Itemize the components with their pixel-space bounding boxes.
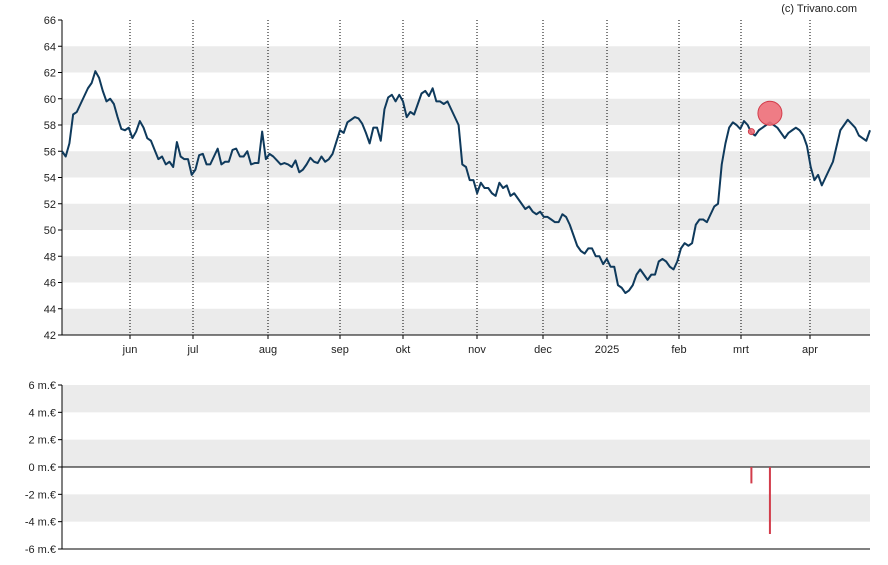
price-y-tick-label: 62 bbox=[44, 68, 56, 80]
volume-y-tick-label: -2 m.€ bbox=[25, 489, 56, 501]
price-y-tick-label: 48 bbox=[44, 251, 56, 263]
volume-y-tick-label: 6 m.€ bbox=[28, 380, 56, 392]
volume-grid-band bbox=[62, 385, 870, 413]
insider-volume-panel: 6 m.€ 4 m.€ 2 m.€ 0 m.€ -2 m.€ -4 m.€ -6 m.€ bbox=[25, 380, 870, 556]
volume-y-tick-label: 0 m.€ bbox=[28, 462, 56, 474]
price-grid-band bbox=[62, 308, 870, 335]
price-x-tick-label: jul bbox=[186, 344, 198, 356]
price-chart-panel: 66 64 62 60 58 56 54 52 50 48 46 44 42 jun jul aug sep ok… bbox=[44, 15, 871, 356]
insider-trade-marker bbox=[747, 128, 755, 136]
price-x-tick-label: mrt bbox=[733, 344, 749, 356]
price-y-tick-label: 56 bbox=[44, 146, 56, 158]
price-x-tick-label: dec bbox=[534, 344, 552, 356]
price-line bbox=[61, 70, 871, 294]
credit-text: (c) Trivano.com bbox=[781, 3, 857, 15]
volume-grid-band bbox=[62, 494, 870, 522]
price-y-tick-label: 46 bbox=[44, 278, 56, 290]
price-x-tick-label: apr bbox=[802, 344, 818, 356]
volume-y-tick-label: -4 m.€ bbox=[25, 517, 56, 529]
price-y-tick-label: 42 bbox=[44, 330, 56, 342]
price-y-tick-label: 44 bbox=[44, 304, 56, 316]
price-grid-band bbox=[62, 46, 870, 73]
price-x-tick-label: nov bbox=[468, 344, 486, 356]
volume-y-tick-label: 4 m.€ bbox=[28, 407, 56, 419]
price-x-tick-label: sep bbox=[331, 344, 349, 356]
price-grid-band bbox=[62, 203, 870, 230]
price-y-tick-label: 58 bbox=[44, 120, 56, 132]
volume-y-tick-label: -6 m.€ bbox=[25, 544, 56, 556]
price-y-tick-label: 54 bbox=[44, 173, 56, 185]
price-grid-band bbox=[62, 151, 870, 178]
volume-grid-band bbox=[62, 439, 870, 467]
insider-trade-marker bbox=[757, 100, 783, 126]
price-x-tick-label: feb bbox=[671, 344, 686, 356]
price-y-tick-label: 60 bbox=[44, 94, 56, 106]
price-grid-band bbox=[62, 256, 870, 283]
price-y-tick-label: 52 bbox=[44, 199, 56, 211]
price-x-tick-label: 2025 bbox=[595, 344, 619, 356]
price-x-tick-label: aug bbox=[259, 344, 277, 356]
volume-y-tick-label: 2 m.€ bbox=[28, 435, 56, 447]
price-y-tick-label: 50 bbox=[44, 225, 56, 237]
price-y-tick-label: 64 bbox=[44, 41, 56, 53]
price-grid-band bbox=[62, 98, 870, 125]
price-x-tick-label: okt bbox=[396, 344, 411, 356]
price-x-tick-label: jun bbox=[122, 344, 138, 356]
price-y-tick-label: 66 bbox=[44, 15, 56, 27]
